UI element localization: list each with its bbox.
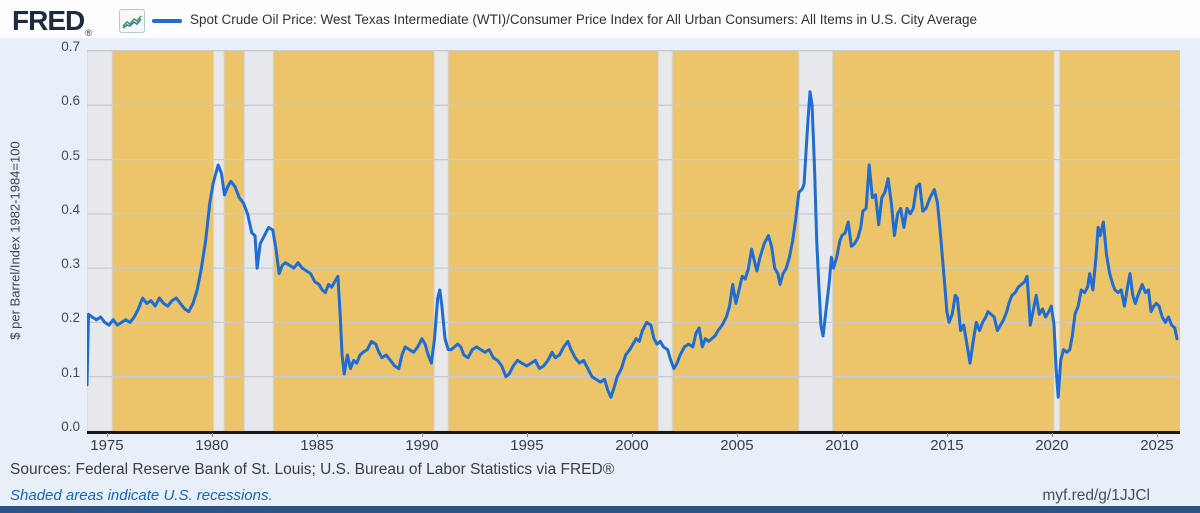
y-tick-label: 0.6 xyxy=(61,93,80,109)
fred-sparkline-icon xyxy=(119,9,145,33)
y-tick-label: 0.4 xyxy=(61,201,80,217)
bottom-accent-bar xyxy=(0,506,1200,513)
y-tick-label: 0.3 xyxy=(61,256,80,272)
recession-band xyxy=(243,51,274,431)
x-tick-mark xyxy=(1051,433,1053,437)
recession-note-link[interactable]: Shaded areas indicate U.S. recessions. xyxy=(10,487,273,504)
recession-band xyxy=(213,51,225,431)
short-url-link[interactable]: myf.red/g/1JJCl xyxy=(1042,487,1150,504)
x-tick-mark xyxy=(841,433,843,437)
y-tick-label: 0.1 xyxy=(61,364,80,380)
x-tick-label: 2010 xyxy=(825,437,859,454)
x-tick-label: 2000 xyxy=(615,437,649,454)
registered-mark: ® xyxy=(85,28,92,38)
x-tick-mark xyxy=(106,433,108,437)
recession-band xyxy=(87,51,113,431)
x-tick-label: 1995 xyxy=(510,437,544,454)
y-tick-label: 0.7 xyxy=(61,39,80,54)
x-tick-mark xyxy=(1156,433,1158,437)
plot-area[interactable] xyxy=(87,50,1180,434)
fred-logo[interactable]: FRED® xyxy=(12,5,92,38)
sources-text: Sources: Federal Reserve Bank of St. Lou… xyxy=(10,461,615,478)
y-tick-label: 0.2 xyxy=(61,310,80,326)
x-tick-mark xyxy=(946,433,948,437)
x-tick-label: 1990 xyxy=(405,437,439,454)
chart-header: FRED® Spot Crude Oil Price: West Texas I… xyxy=(0,0,1200,38)
x-tick-mark xyxy=(736,433,738,437)
x-tick-label: 2015 xyxy=(930,437,964,454)
recession-band xyxy=(1053,51,1061,431)
x-tick-mark xyxy=(631,433,633,437)
x-tick-label: 2025 xyxy=(1140,437,1174,454)
x-tick-mark xyxy=(421,433,423,437)
recession-band xyxy=(657,51,673,431)
x-tick-label: 1980 xyxy=(195,437,229,454)
x-tick-label: 1985 xyxy=(300,437,334,454)
x-tick-label: 1975 xyxy=(90,437,124,454)
y-tick-label: 0.0 xyxy=(61,419,80,434)
series-legend-label: Spot Crude Oil Price: West Texas Interme… xyxy=(190,12,978,27)
x-tick-mark xyxy=(526,433,528,437)
y-axis-title: $ per Barrel/Index 1982-1984=100 xyxy=(7,141,23,340)
y-tick-label: 0.5 xyxy=(61,147,80,163)
legend-line-swatch xyxy=(152,19,182,23)
x-tick-label: 2005 xyxy=(720,437,754,454)
recession-band xyxy=(433,51,449,431)
x-tick-mark xyxy=(211,433,213,437)
data-line xyxy=(87,90,1179,399)
x-tick-label: 2020 xyxy=(1035,437,1069,454)
x-tick-mark xyxy=(316,433,318,437)
